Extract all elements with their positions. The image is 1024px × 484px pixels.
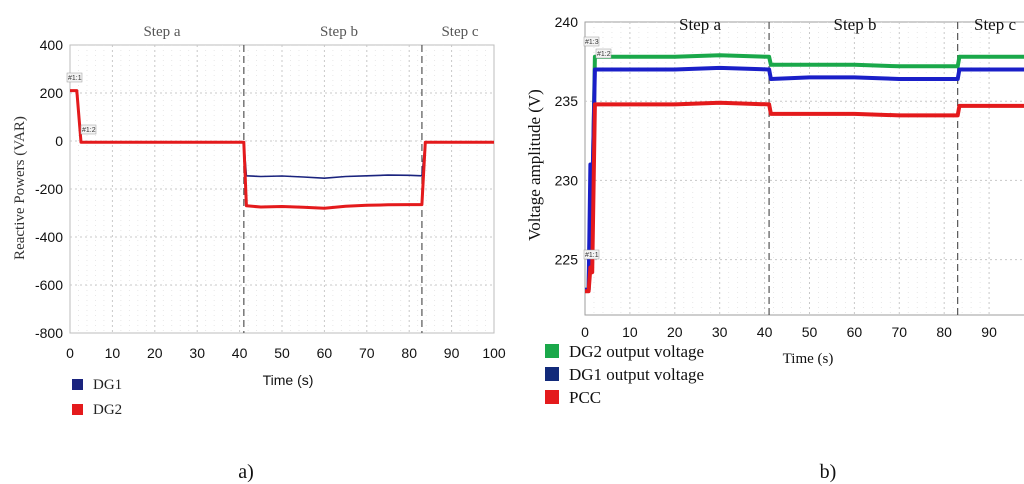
panel-a-legend: DG1 DG2 xyxy=(72,377,122,418)
panel-a-x-axis-label: Time (s) xyxy=(263,372,314,388)
panel-b-legend: DG2 output voltage DG1 output voltage PCC xyxy=(545,342,704,407)
x-tick-label: 20 xyxy=(667,324,683,340)
step-label: Step c xyxy=(974,15,1016,34)
legend-swatch xyxy=(72,404,83,415)
x-tick-label: 60 xyxy=(847,324,863,340)
legend-swatch xyxy=(72,379,83,390)
marker-label: #1:1 xyxy=(585,252,599,259)
legend-entry: DG1 xyxy=(93,377,122,393)
panel-b-series xyxy=(585,53,1024,294)
series-line-pcc xyxy=(585,100,1024,294)
step-label: Step a xyxy=(143,24,180,40)
y-tick-label: -600 xyxy=(35,277,63,293)
marker-label: #1:3 xyxy=(585,39,599,46)
legend-swatch xyxy=(545,367,559,381)
marker-box xyxy=(66,72,83,83)
marker-label: #1:1 xyxy=(68,75,82,82)
x-tick-label: 0 xyxy=(66,345,74,361)
panel-a-step-dividers: Step a Step b Step c xyxy=(143,24,479,333)
x-tick-label: 70 xyxy=(891,324,907,340)
panel-a-y-axis-label: Reactive Powers (VAR) xyxy=(12,116,28,260)
panel-b-y-axis-label: Voltage amplitude (V) xyxy=(525,89,544,241)
panel-b-tick-labels: 0 10 20 30 40 50 60 70 80 90 240 235 230 225 xyxy=(555,14,997,340)
panel-b-chart: Step a Step b Step c 0 10 20 30 40 50 60 70 80 90 24… xyxy=(525,14,1024,483)
legend-swatch xyxy=(545,344,559,358)
panel-a-grid xyxy=(70,45,494,333)
marker-box xyxy=(595,48,612,59)
y-tick-label: 230 xyxy=(555,172,579,188)
y-tick-label: 400 xyxy=(40,37,64,53)
y-tick-label: 235 xyxy=(555,93,579,109)
legend-entry: DG2 output voltage xyxy=(569,342,704,361)
y-tick-label: 200 xyxy=(40,85,64,101)
x-tick-label: 70 xyxy=(359,345,375,361)
x-tick-label: 100 xyxy=(482,345,506,361)
x-tick-label: 10 xyxy=(105,345,121,361)
x-tick-label: 0 xyxy=(581,324,589,340)
x-tick-label: 90 xyxy=(981,324,997,340)
step-label: Step c xyxy=(441,24,478,40)
legend-entry: PCC xyxy=(569,388,601,407)
panel-b-caption: b) xyxy=(820,461,837,483)
x-tick-label: 40 xyxy=(232,345,248,361)
panel-b-grid xyxy=(585,22,1024,315)
step-label: Step b xyxy=(834,15,877,34)
y-tick-label: 0 xyxy=(55,133,63,149)
panel-a-chart: Step a Step b Step c 0 10 20 30 40 50 60 70 80 90 10… xyxy=(12,24,506,483)
step-label: Step b xyxy=(320,24,358,40)
marker-box xyxy=(583,249,600,260)
legend-entry: DG1 output voltage xyxy=(569,365,704,384)
y-tick-label: 240 xyxy=(555,14,579,30)
panel-a-caption: a) xyxy=(238,461,254,483)
x-tick-label: 20 xyxy=(147,345,163,361)
x-tick-label: 10 xyxy=(622,324,638,340)
marker-box xyxy=(80,124,97,135)
y-tick-label: -400 xyxy=(35,229,63,245)
legend-entry: DG2 xyxy=(93,402,122,418)
marker-label: #1:2 xyxy=(597,51,611,58)
y-tick-label: 225 xyxy=(555,252,579,268)
marker-box xyxy=(583,36,600,47)
x-tick-label: 60 xyxy=(317,345,333,361)
y-tick-label: -800 xyxy=(35,325,63,341)
y-tick-label: -200 xyxy=(35,181,63,197)
panel-b-x-axis-label: Time (s) xyxy=(783,351,834,367)
panel-a-tick-labels: 0 10 20 30 40 50 60 70 80 90 100 400 200 0 -200 -400 -60… xyxy=(35,37,506,361)
step-label: Step a xyxy=(679,15,721,34)
x-tick-label: 90 xyxy=(444,345,460,361)
x-tick-label: 80 xyxy=(401,345,417,361)
panel-b-markers: #1:3 #1:2 #1:1 xyxy=(583,36,612,260)
x-tick-label: 40 xyxy=(757,324,773,340)
x-tick-label: 30 xyxy=(712,324,728,340)
legend-swatch xyxy=(545,390,559,404)
marker-label: #1:2 xyxy=(82,127,96,134)
x-tick-label: 50 xyxy=(802,324,818,340)
panel-a-markers: #1:1 #1:2 xyxy=(66,72,97,135)
x-tick-label: 30 xyxy=(189,345,205,361)
x-tick-label: 50 xyxy=(274,345,290,361)
panel-a-series xyxy=(70,89,494,210)
series-line-dg2 xyxy=(70,89,494,210)
x-tick-label: 80 xyxy=(936,324,952,340)
